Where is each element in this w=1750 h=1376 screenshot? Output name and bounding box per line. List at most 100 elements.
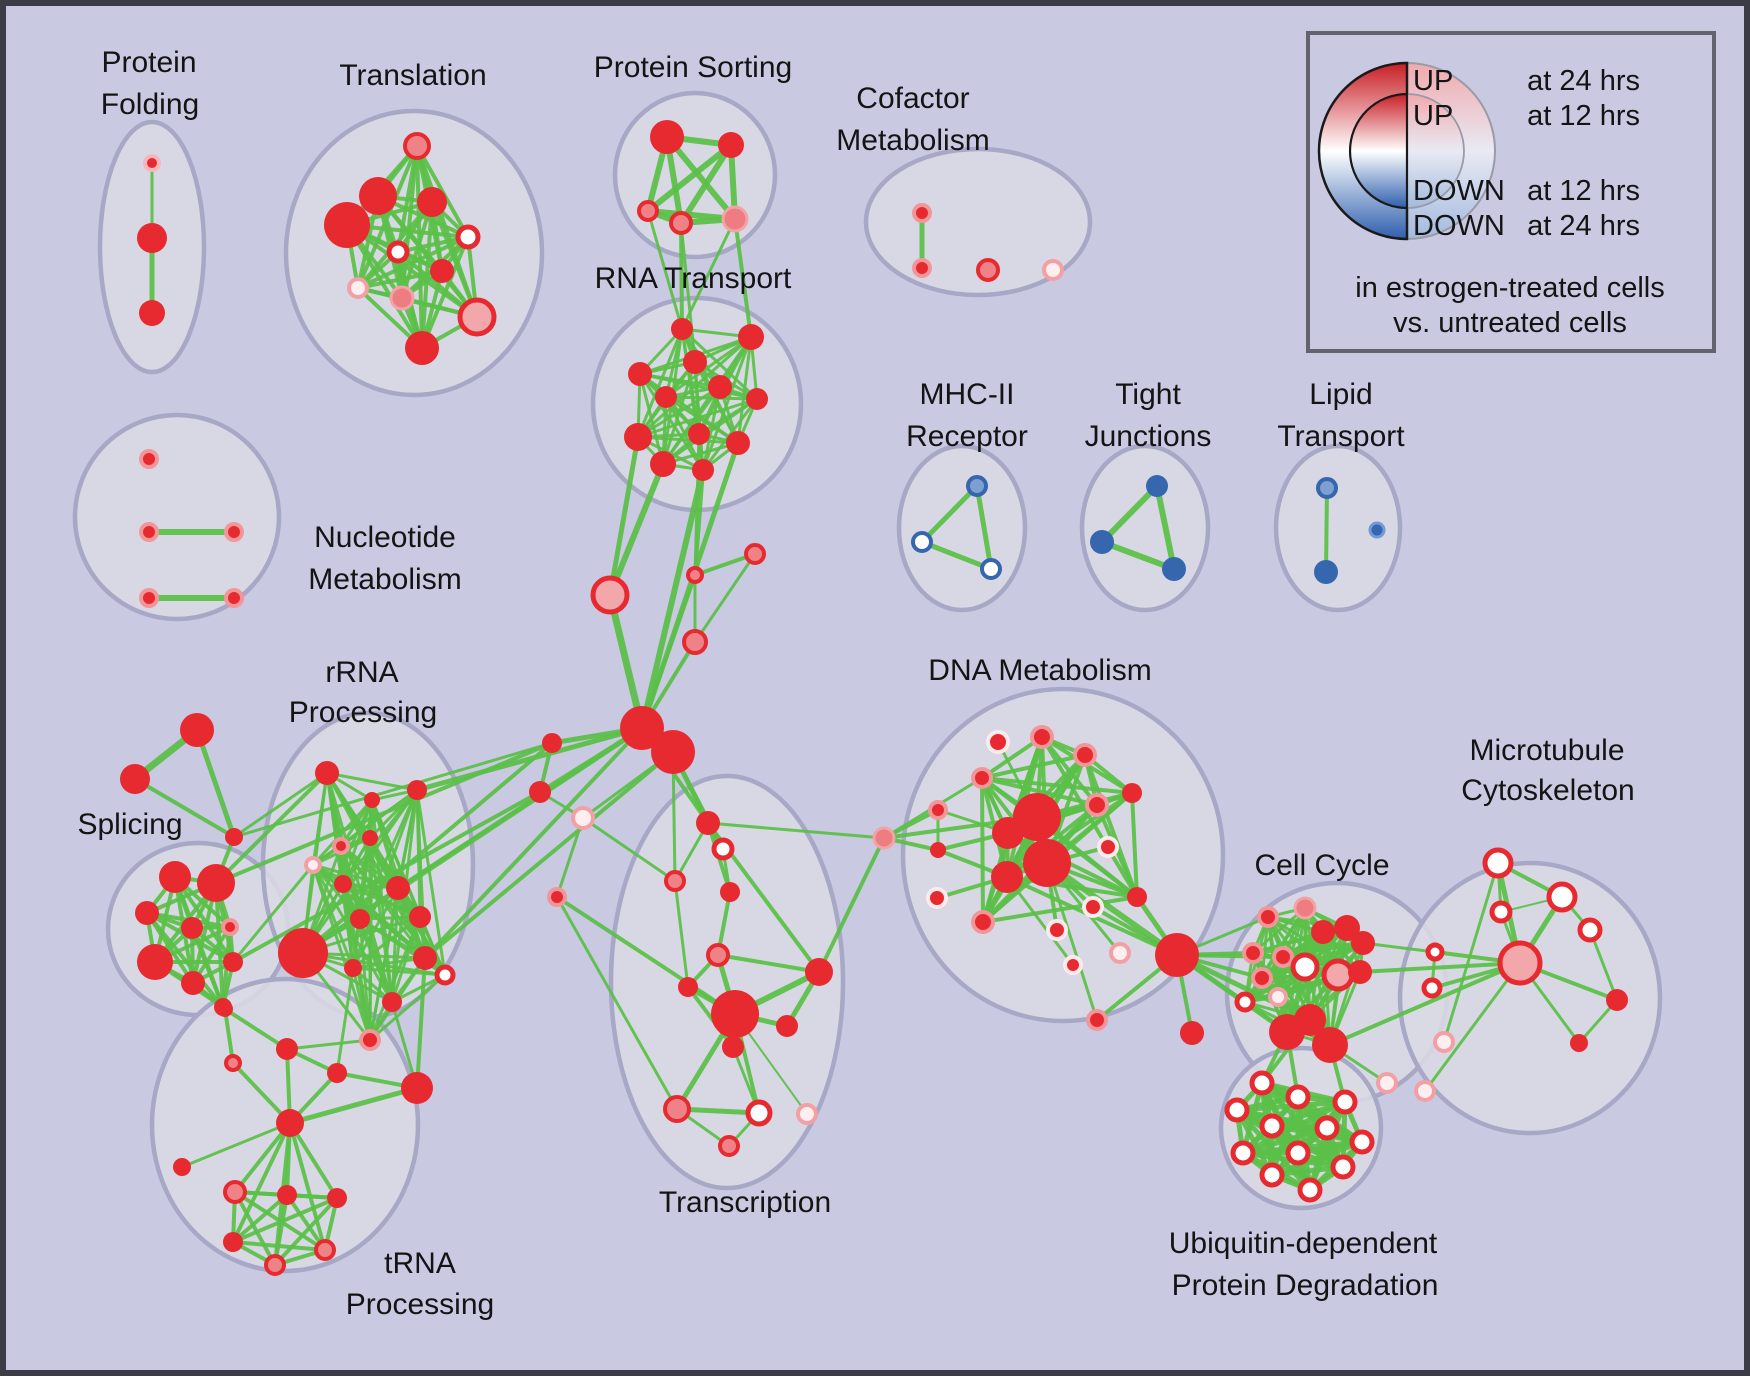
node-N4 — [139, 588, 159, 608]
node-D3 — [1073, 743, 1097, 767]
legend-ring-inner-left — [1348, 92, 1409, 210]
node-H1 — [620, 706, 664, 750]
node-SP6 — [137, 944, 173, 980]
edge-TN11-TN12 — [231, 1240, 327, 1252]
node-R9 — [350, 909, 370, 929]
node-MT8 — [1577, 917, 1603, 943]
edge-TN9-TN13 — [273, 1193, 289, 1267]
node-TR11 — [722, 1036, 744, 1058]
cluster-label-ubiquitin-degradation-line1: Ubiquitin-dependent — [1169, 1227, 1438, 1260]
node-D10 — [991, 861, 1023, 893]
edge-RT2-RT6 — [664, 335, 753, 399]
edge-R5-R16 — [311, 863, 372, 1042]
node-CC3 — [1311, 920, 1335, 944]
node-H2 — [651, 730, 695, 774]
node-MT5 — [1425, 942, 1445, 962]
cluster-label-rna-transport-line1: RNA Transport — [595, 262, 792, 295]
edge-TR1-D0 — [706, 821, 886, 840]
node-SP4 — [181, 917, 203, 939]
edge-RT9-Ha — [693, 432, 701, 577]
node-PF1 — [143, 154, 161, 172]
node-CF1 — [912, 203, 932, 223]
edge-M1-M2 — [919, 483, 980, 545]
node-TR14 — [796, 1103, 818, 1125]
node-SP8 — [223, 952, 243, 972]
legend-ring-inner-right — [1406, 93, 1465, 209]
node-He — [529, 781, 551, 803]
node-SB — [120, 764, 150, 794]
legend-direction-2: UP — [1413, 100, 1453, 132]
edge-H2-R13 — [423, 750, 675, 960]
node-TN12 — [314, 1239, 336, 1261]
node-U5 — [1259, 1113, 1285, 1139]
edge-H1-R13 — [423, 726, 644, 960]
node-CC11 — [1251, 967, 1273, 989]
node-U7 — [1349, 1129, 1375, 1155]
cluster-label-protein-folding-line1: Protein — [101, 46, 196, 79]
node-D8 — [1023, 839, 1071, 887]
edge-SA-SC — [194, 727, 237, 840]
node-TR13 — [745, 1099, 773, 1127]
node-T4 — [417, 187, 447, 217]
node-TR9 — [711, 990, 759, 1038]
node-D23 — [1180, 1021, 1204, 1045]
cluster-label-rrna-processing-line1: rRNA — [325, 656, 398, 689]
node-TR6 — [706, 943, 730, 967]
node-TN5 — [401, 1072, 433, 1104]
cluster-label-microtubule-cytoskeleton-line1: Microtubule — [1469, 734, 1624, 767]
node-D22 — [1063, 955, 1083, 975]
node-U1 — [1249, 1070, 1275, 1096]
node-U9 — [1285, 1140, 1311, 1166]
node-SP3 — [135, 901, 159, 925]
node-D14 — [1082, 896, 1104, 918]
cluster-bubble-lipid-transport — [1273, 443, 1403, 613]
edge-TN6-TN10 — [288, 1121, 339, 1200]
node-U3 — [1332, 1089, 1358, 1115]
cluster-label-splicing-line1: Splicing — [77, 808, 182, 841]
edge-RT1-RT8 — [636, 327, 684, 439]
node-SP7 — [181, 971, 205, 995]
edge-TR8-D0 — [817, 836, 886, 974]
node-TR8 — [805, 958, 833, 986]
node-T10 — [457, 297, 497, 337]
node-PS4 — [669, 211, 693, 235]
node-TR15 — [718, 1135, 740, 1157]
node-M2 — [911, 531, 933, 553]
edge-TN1-TN2 — [223, 1007, 235, 1065]
edge-SC-Hd — [232, 741, 554, 839]
edge-TJ2-TJ3 — [1099, 539, 1177, 572]
node-D9 — [992, 817, 1024, 849]
edge-Hf-TR3 — [581, 816, 677, 883]
node-R2 — [364, 792, 380, 808]
node-D4 — [971, 767, 993, 789]
node-PF3 — [139, 300, 165, 326]
edge-T3-T11 — [345, 223, 424, 350]
node-D6 — [930, 842, 946, 858]
edge-Hf-TR4 — [555, 816, 585, 899]
edge-CC16-MT4 — [1328, 961, 1522, 1047]
node-TN8 — [223, 1180, 247, 1204]
edge-PS2-PS3 — [645, 142, 734, 214]
edge-U6-U8 — [1240, 1125, 1330, 1156]
node-Hf — [571, 806, 595, 830]
cluster-label-mhc-ii-receptor-line2: Receptor — [906, 420, 1028, 453]
node-D1 — [986, 730, 1010, 754]
node-D20 — [1086, 1009, 1108, 1031]
node-U10 — [1330, 1154, 1356, 1180]
node-TJ1 — [1146, 475, 1168, 497]
node-PF2 — [137, 223, 167, 253]
edge-RT8-Hb — [607, 434, 641, 598]
edge-Hb-H1 — [606, 591, 646, 732]
edge-CC5-CC6 — [1251, 941, 1365, 955]
node-R6 — [362, 830, 378, 846]
cluster-label-ubiquitin-degradation-line2: Protein Degradation — [1172, 1269, 1439, 1302]
edge-T7-T8 — [356, 269, 444, 290]
node-CF2 — [912, 258, 932, 278]
node-N1 — [139, 449, 159, 469]
node-R11 — [278, 928, 328, 978]
node-SA — [180, 713, 214, 747]
cluster-label-rrna-processing-line2: Processing — [289, 696, 437, 729]
nodes — [120, 120, 1628, 1276]
node-RT10 — [726, 431, 750, 455]
